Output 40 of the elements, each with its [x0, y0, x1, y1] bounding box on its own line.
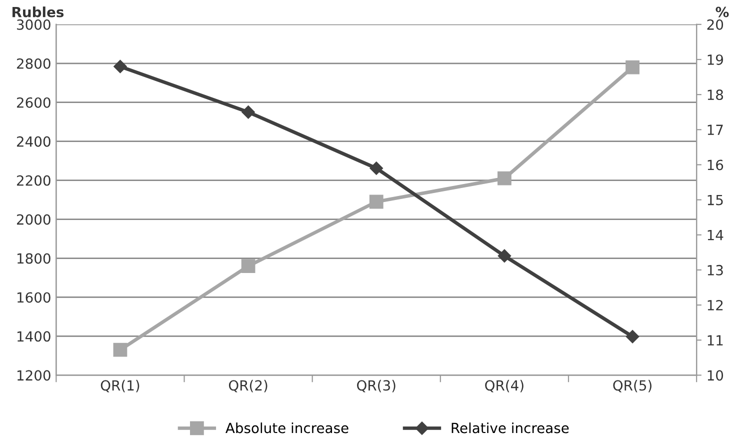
y-axis-title: Rubles [12, 6, 64, 18]
y-tick-label: 1400 [17, 331, 50, 342]
y2-tick-label: 16 [708, 160, 724, 170]
legend-label: Absolute increase [226, 422, 348, 434]
y-tick-label: 2800 [16, 58, 50, 69]
point [626, 60, 640, 74]
y2-tick-label: 13 [708, 264, 723, 276]
point [242, 106, 255, 119]
legend-label: Relative increase [452, 422, 569, 434]
x-tick-label: QR(1) [100, 380, 140, 392]
x-tick-label: QR(4) [485, 380, 524, 392]
y2-tick-label: 17 [708, 124, 723, 135]
y2-tick-label: 11 [708, 335, 723, 346]
point [626, 330, 640, 344]
y2-tick-label: 18 [708, 90, 724, 100]
y2-tick-label: 19 [708, 54, 723, 65]
y2-tick-label: 20 [707, 19, 724, 30]
y2-tick-label: 15 [708, 194, 723, 206]
point [370, 162, 383, 175]
point [113, 342, 128, 357]
x-tick-label: QR(5) [613, 380, 652, 392]
y-tick-label: 3000 [17, 19, 50, 30]
x-tick-label: QR(2) [228, 380, 268, 392]
y-tick-label: 2000 [16, 214, 50, 225]
y2-axis-title: % [716, 6, 729, 18]
y-tick-label: 2400 [16, 136, 50, 147]
y2-tick-label: 12 [708, 300, 723, 310]
y-tick-label: 2200 [16, 175, 50, 186]
point [498, 249, 512, 263]
point [114, 60, 127, 74]
y2-tick-label: 14 [708, 230, 724, 240]
y-tick-label: 1600 [17, 292, 50, 303]
y-tick-label: 1800 [17, 253, 50, 264]
y2-tick-label: 10 [708, 370, 724, 381]
point [369, 194, 384, 209]
x-tick-label: QR(3) [357, 380, 396, 392]
y-tick-label: 1200 [17, 370, 50, 381]
point [241, 259, 256, 273]
y-tick-label: 2600 [16, 97, 50, 108]
point [498, 171, 512, 186]
